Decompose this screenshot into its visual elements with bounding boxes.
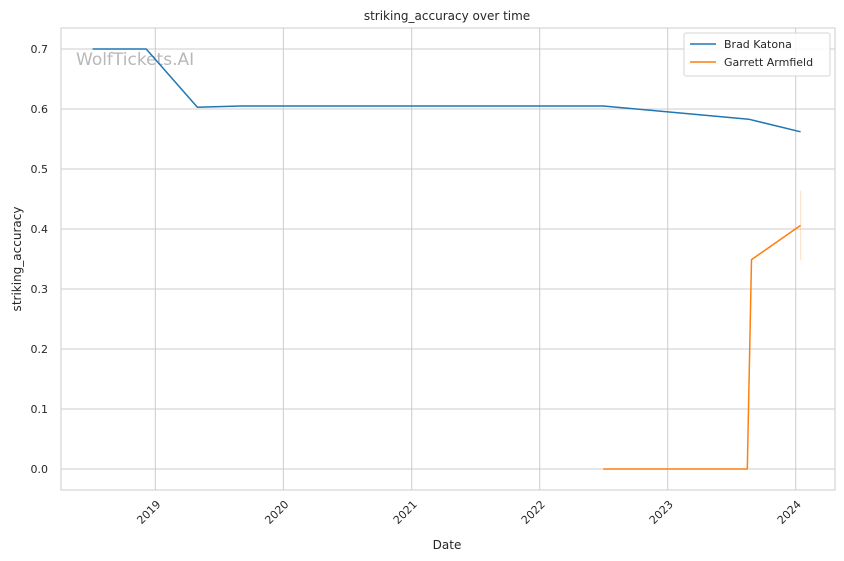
x-axis-title: Date [433, 538, 462, 552]
y-axis-title: striking_accuracy [10, 207, 24, 312]
legend-entry-label: Brad Katona [724, 38, 792, 51]
legend-frame [683, 32, 831, 77]
y-tick-label: 0.4 [31, 223, 49, 236]
y-tick-label: 0.5 [31, 163, 49, 176]
legend-entry-label: Garrett Armfield [724, 56, 813, 69]
series-line-1 [603, 224, 802, 470]
y-tick-label: 0.3 [31, 283, 49, 296]
y-tick-label: 0.7 [31, 43, 49, 56]
series-line-0 [92, 48, 801, 133]
y-tick-label: 0.1 [31, 403, 49, 416]
series-lines [92, 48, 802, 470]
y-axis-tick-labels: 0.0 0.1 0.2 0.3 0.4 0.5 0.6 0.7 [31, 43, 49, 476]
watermark: WolfTickets.AI [76, 50, 194, 70]
y-tick-label: 0.2 [31, 343, 49, 356]
y-tick-label: 0.0 [31, 463, 49, 476]
grid-lines [61, 28, 835, 490]
legend: Brad Katona Garrett Armfield [683, 32, 831, 77]
chart-title: striking_accuracy over time [364, 9, 530, 23]
y-tick-label: 0.6 [31, 103, 49, 116]
plot-area-border [60, 27, 836, 491]
